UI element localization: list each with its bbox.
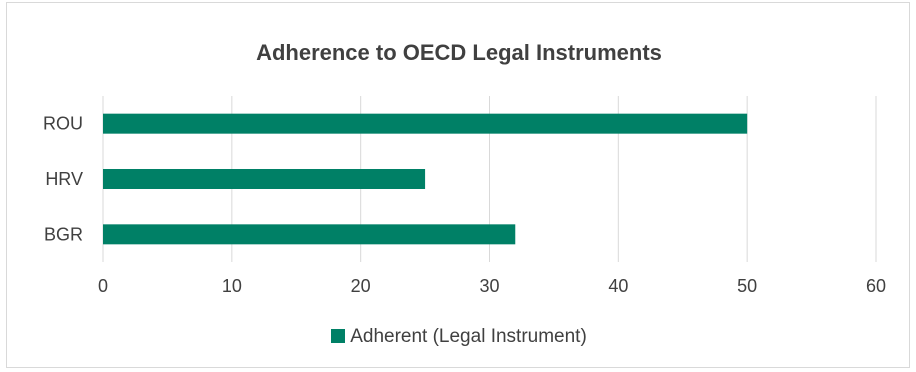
x-tick-label: 30 <box>479 276 499 296</box>
y-tick-label: HRV <box>45 169 83 189</box>
legend-swatch <box>331 329 346 343</box>
chart-title: Adherence to OECD Legal Instruments <box>256 40 662 65</box>
x-tick-label: 10 <box>222 276 242 296</box>
legend-label: Adherent (Legal Instrument) <box>350 326 587 347</box>
x-tick-label: 20 <box>351 276 371 296</box>
y-tick-label: ROU <box>43 114 83 134</box>
bar-rou <box>103 113 748 134</box>
y-tick-label: BGR <box>44 224 83 244</box>
bar-hrv <box>103 169 426 189</box>
x-tick-label: 60 <box>866 276 886 296</box>
x-tick-label: 0 <box>98 276 108 296</box>
legend: Adherent (Legal Instrument) <box>7 326 911 348</box>
x-tick-label: 50 <box>737 276 757 296</box>
bar-bgr <box>103 224 516 245</box>
plot-area: 0 10 20 30 40 50 60 BGR HRV ROU <box>43 96 886 296</box>
chart-frame: Adherence to OECD Legal Instruments 0 10 2… <box>6 2 910 368</box>
x-tick-label: 40 <box>608 276 628 296</box>
